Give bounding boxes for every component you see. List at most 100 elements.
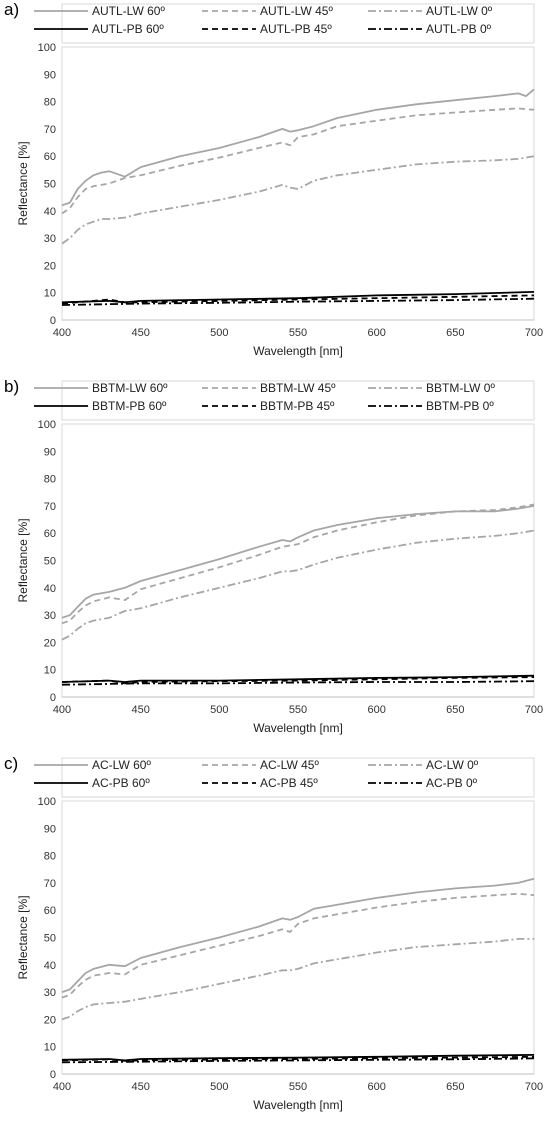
series-line	[61, 892, 535, 999]
x-tick-label: 450	[131, 327, 149, 339]
x-tick-label: 650	[446, 327, 464, 339]
x-tick-label: 700	[525, 1081, 543, 1093]
panel-label: a)	[4, 0, 20, 19]
y-tick-label: 80	[44, 97, 56, 109]
series-line	[61, 294, 535, 305]
y-tick-label: 60	[44, 528, 56, 540]
y-tick-label: 80	[44, 474, 56, 486]
legend-box	[61, 3, 535, 44]
legend-label: AUTL-LW 0º	[426, 4, 493, 18]
x-axis-title: Wavelength [nm]	[253, 344, 343, 358]
x-tick-label: 500	[210, 1081, 228, 1093]
y-tick-label: 70	[44, 124, 56, 136]
y-tick-label: 90	[44, 69, 56, 81]
chart-panel-a: a) 0 10 20 30 40 50 60 70 80 90 100 400 450 500 550 600…	[0, 0, 550, 372]
x-axis-title: Wavelength [nm]	[253, 721, 343, 735]
legend-label: AC-LW 60º	[92, 758, 151, 772]
y-tick-label: 40	[44, 960, 56, 972]
y-tick-label: 10	[44, 288, 56, 300]
y-tick-label: 100	[38, 796, 56, 808]
series-line	[61, 937, 534, 1021]
series-line	[61, 676, 535, 685]
legend-label: AUTL-LW 60º	[92, 4, 165, 18]
y-tick-label: 30	[44, 610, 56, 622]
series-line	[61, 529, 535, 641]
y-tick-label: 30	[44, 233, 56, 245]
legend-label: AUTL-PB 45º	[260, 22, 332, 36]
y-axis-title: Reflectance [%]	[16, 895, 30, 979]
x-axis-title: Wavelength [nm]	[253, 1098, 343, 1112]
y-tick-label: 20	[44, 637, 56, 649]
chart-panel-b: b) 0 10 20 30 40 50 60 70 80 90 100 400 450 500 550 600…	[0, 377, 550, 749]
series-line	[61, 1055, 535, 1062]
x-tick-label: 650	[446, 1081, 464, 1093]
x-tick-label: 700	[525, 704, 543, 716]
panel-label: b)	[4, 377, 20, 396]
y-tick-label: 40	[44, 583, 56, 595]
x-tick-label: 700	[525, 327, 543, 339]
y-axis-title: Reflectance [%]	[16, 518, 30, 602]
line-chart: 0 10 20 30 40 50 60 70 80 90 100 400 450 500 550 600 650…	[16, 757, 543, 1112]
y-tick-label: 40	[44, 206, 56, 218]
x-tick-label: 600	[367, 327, 385, 339]
x-tick-label: 500	[210, 704, 228, 716]
legend-label: BBTM-LW 60º	[92, 381, 168, 395]
series-line	[61, 88, 535, 207]
x-tick-label: 550	[289, 704, 307, 716]
legend-label: AUTL-LW 45º	[260, 4, 333, 18]
x-tick-label: 600	[367, 1081, 385, 1093]
legend-label: BBTM-LW 0º	[426, 381, 495, 395]
y-tick-label: 60	[44, 151, 56, 163]
y-tick-label: 0	[50, 1069, 56, 1081]
series-line	[61, 155, 535, 245]
line-chart: 0 10 20 30 40 50 60 70 80 90 100 400 450 500 550 600 650…	[16, 3, 543, 358]
y-tick-label: 70	[44, 501, 56, 513]
series-line	[61, 291, 535, 304]
series-line	[61, 680, 535, 686]
series-line	[61, 877, 535, 993]
plot-area	[61, 800, 535, 1075]
chart-panel-c: c) 0 10 20 30 40 50 60 70 80 90 100 400 450 500 550 600…	[0, 754, 550, 1126]
y-tick-label: 70	[44, 878, 56, 890]
line-chart: 0 10 20 30 40 50 60 70 80 90 100 400 450 500 550 600 650…	[16, 380, 543, 735]
series-line	[61, 505, 535, 619]
plot-area	[61, 423, 535, 698]
y-tick-label: 30	[44, 987, 56, 999]
y-tick-label: 50	[44, 179, 56, 191]
x-tick-label: 650	[446, 704, 464, 716]
y-axis-title: Reflectance [%]	[16, 141, 30, 225]
y-tick-label: 10	[44, 1042, 56, 1054]
legend-label: AUTL-PB 60º	[92, 22, 164, 36]
legend-label: AUTL-PB 0º	[426, 22, 492, 36]
legend-label: AC-PB 0º	[426, 776, 478, 790]
x-tick-label: 400	[53, 704, 71, 716]
x-tick-label: 450	[131, 1081, 149, 1093]
y-tick-label: 50	[44, 556, 56, 568]
x-tick-label: 400	[53, 327, 71, 339]
y-tick-label: 0	[50, 692, 56, 704]
y-tick-label: 90	[44, 823, 56, 835]
y-tick-label: 0	[50, 315, 56, 327]
legend-label: BBTM-PB 45º	[260, 399, 335, 413]
x-tick-label: 550	[289, 1081, 307, 1093]
y-tick-label: 90	[44, 446, 56, 458]
y-tick-label: 100	[38, 419, 56, 431]
legend-box	[61, 380, 535, 421]
series-line	[61, 297, 535, 306]
legend-label: AC-LW 0º	[426, 758, 479, 772]
y-tick-label: 10	[44, 665, 56, 677]
legend-label: BBTM-PB 60º	[92, 399, 167, 413]
series-line	[61, 1057, 535, 1064]
legend-label: BBTM-LW 45º	[260, 381, 336, 395]
x-tick-label: 400	[53, 1081, 71, 1093]
series-line	[61, 107, 535, 215]
legend-label: AC-PB 60º	[92, 776, 150, 790]
panel-label: c)	[4, 754, 19, 773]
x-tick-label: 600	[367, 704, 385, 716]
x-tick-label: 450	[131, 704, 149, 716]
x-tick-label: 550	[289, 327, 307, 339]
y-tick-label: 60	[44, 905, 56, 917]
legend-label: AC-LW 45º	[260, 758, 319, 772]
legend-label: BBTM-PB 0º	[426, 399, 494, 413]
plot-area	[61, 46, 535, 321]
